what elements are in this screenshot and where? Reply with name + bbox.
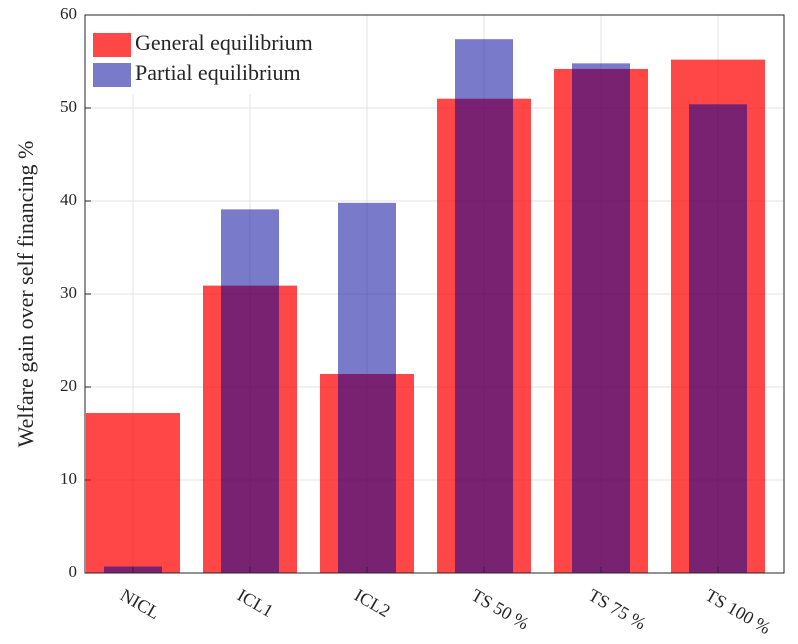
bar [86,413,180,573]
y-tick-label: 20 [60,376,77,395]
legend-swatch [93,63,131,87]
bar [338,202,396,574]
bar [455,39,513,574]
y-tick-label: 60 [60,4,77,23]
x-tick-label: NICL [117,585,163,623]
legend-label: Partial equilibrium [135,60,301,85]
y-tick-label: 40 [60,190,77,209]
y-tick-label: 0 [69,562,78,581]
x-tick-label: TS 100 % [702,585,774,638]
bar [689,104,747,573]
y-tick-label: 10 [60,469,77,488]
legend-box [86,16,366,94]
y-tick-label: 50 [60,97,77,116]
legend-swatch [93,33,131,57]
y-axis-label: Welfare gain over self financing % [13,141,38,448]
bar [572,63,630,574]
legend: General equilibrium Partial equilibrium [86,16,366,94]
legend-label: General equilibrium [135,30,313,55]
bar [221,209,279,573]
x-tick-label: ICL2 [351,585,394,621]
y-tick-label: 30 [60,283,77,302]
axes-box [84,14,785,574]
x-tick-label: TS 75 % [585,585,650,634]
x-tick-label: ICL1 [234,585,277,621]
x-tick-label: TS 50 % [468,585,533,634]
